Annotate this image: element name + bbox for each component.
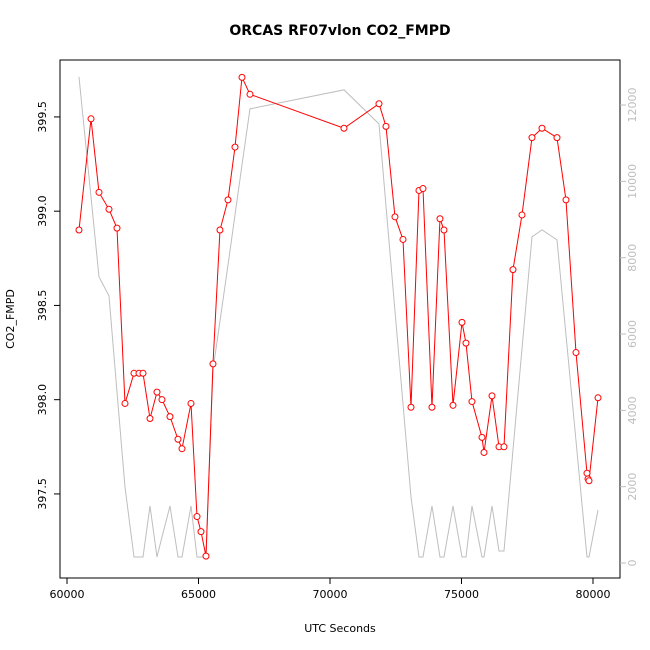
point [187, 399, 195, 407]
point [585, 477, 593, 485]
point [158, 396, 166, 404]
point [340, 124, 348, 132]
point [105, 205, 113, 213]
y2-tick-label: 6000 [626, 320, 639, 348]
y2-tick-label: 2000 [626, 473, 639, 501]
chart-title: ORCAS RF07vlon CO2_FMPD [229, 23, 450, 39]
point [87, 115, 95, 123]
point [193, 513, 201, 521]
x-axis-label: UTC Seconds [304, 622, 376, 635]
point [449, 401, 457, 409]
y2-tick-label: 0 [626, 560, 639, 567]
point [238, 73, 246, 81]
point [419, 185, 427, 193]
x-tick-label: 80000 [575, 588, 610, 601]
y-tick-label: 398.5 [36, 290, 49, 322]
y-tick-label: 397.5 [36, 478, 49, 510]
x-tick-label: 70000 [312, 588, 347, 601]
y2-tick-label: 12000 [626, 88, 639, 123]
point [216, 226, 224, 234]
point [538, 124, 546, 132]
plot-frame [59, 59, 621, 579]
point [166, 413, 174, 421]
point [500, 443, 508, 451]
y-tick-label: 398.0 [36, 384, 49, 416]
y-tick-label: 399.5 [36, 101, 49, 132]
point [594, 394, 602, 402]
point [202, 552, 210, 560]
point [468, 398, 476, 406]
point [478, 433, 486, 441]
point [209, 360, 217, 368]
point [436, 215, 444, 223]
point [407, 403, 415, 411]
point [509, 266, 517, 274]
point [480, 448, 488, 456]
point [488, 392, 496, 400]
point [572, 349, 580, 357]
point [178, 445, 186, 453]
point [553, 134, 561, 142]
y-tick-label: 399.0 [36, 195, 49, 227]
point [458, 318, 466, 326]
x-tick-label: 60000 [49, 588, 84, 601]
point [528, 134, 536, 142]
point [428, 403, 436, 411]
y-axis-label: CO2_FMPD [4, 289, 17, 349]
y2-tick-label: 10000 [626, 164, 639, 199]
point [246, 90, 254, 98]
point [375, 100, 383, 108]
point [146, 415, 154, 423]
point [231, 143, 239, 151]
series-line [78, 75, 599, 557]
point [139, 369, 147, 377]
point [113, 224, 121, 232]
point [382, 122, 390, 130]
point [197, 528, 205, 536]
point [583, 469, 591, 477]
point [174, 435, 182, 443]
point [224, 196, 232, 204]
point [75, 226, 83, 234]
y2-tick-label: 8000 [626, 244, 639, 272]
point [153, 388, 161, 396]
point [518, 211, 526, 219]
point [391, 213, 399, 221]
point [440, 226, 448, 234]
point [399, 235, 407, 243]
x-tick-label: 75000 [444, 588, 479, 601]
point [95, 188, 103, 196]
y2-tick-label: 4000 [626, 396, 639, 424]
point [121, 399, 129, 407]
point [462, 339, 470, 347]
series-line [78, 76, 599, 558]
point [562, 196, 570, 204]
x-tick-label: 65000 [181, 588, 216, 601]
